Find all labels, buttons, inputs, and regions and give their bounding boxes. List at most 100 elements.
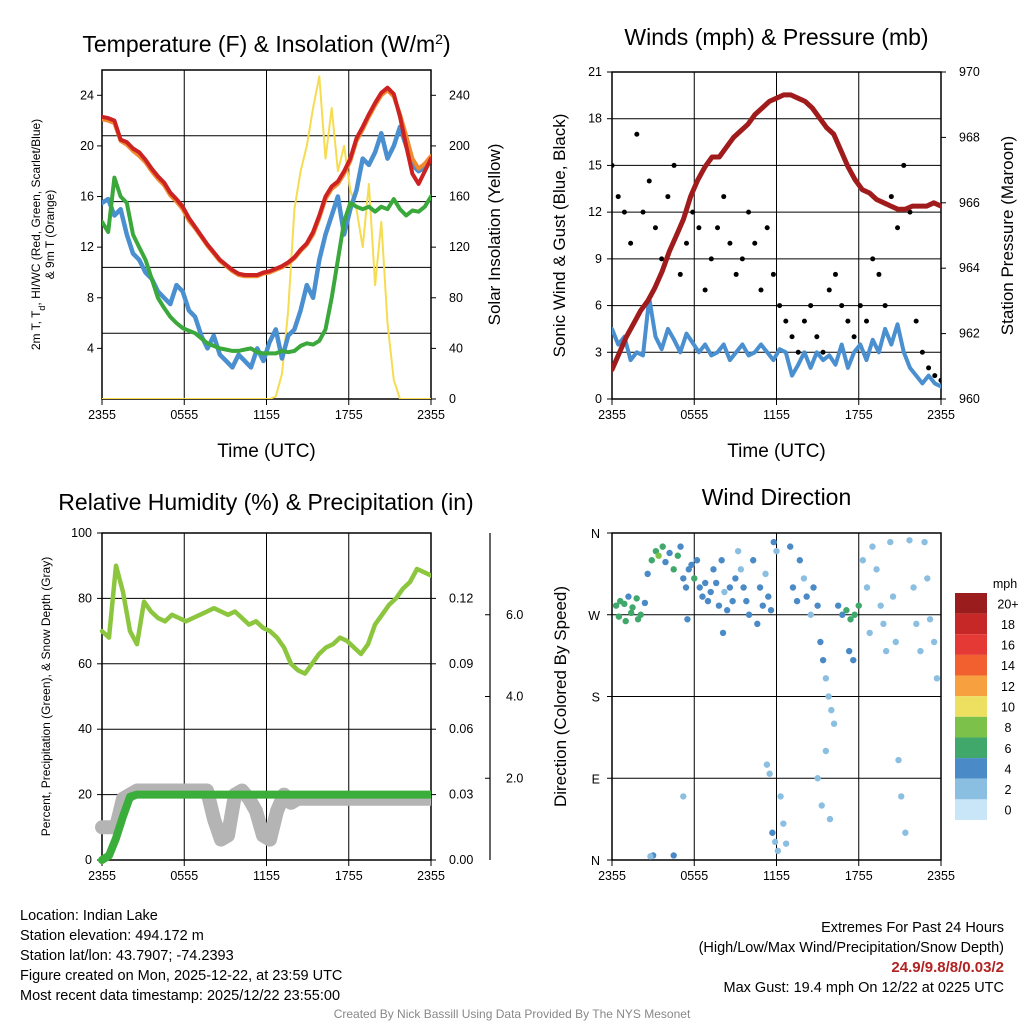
- precip-ytick-label: 0.06: [449, 722, 473, 736]
- direction-point: [641, 599, 649, 607]
- direction-point: [684, 616, 691, 623]
- direction-point: [743, 597, 750, 605]
- colorbar-label: 20+: [997, 597, 1018, 611]
- series-snow-depth: [95, 783, 431, 847]
- gust-point: [895, 225, 901, 231]
- direction-point: [659, 543, 666, 550]
- temperature-xtick-label: 1155: [253, 408, 280, 422]
- direction-point: [732, 575, 739, 582]
- gust-point: [777, 303, 783, 309]
- temperature-ytick-right-label: 0: [449, 392, 456, 406]
- winds-ytick-right-label: 970: [959, 65, 980, 79]
- temperature-ytick-label: 16: [80, 190, 94, 204]
- direction-point: [710, 566, 717, 573]
- temperature-title-sup: 2: [435, 31, 443, 47]
- direction-point: [889, 593, 897, 600]
- direction-point: [902, 829, 909, 836]
- colorbar-swatch: [955, 737, 987, 759]
- direction-point: [621, 600, 628, 608]
- direction-point: [670, 852, 677, 859]
- direction-point: [749, 557, 757, 564]
- direction-point: [807, 611, 814, 618]
- precip-ytick-label: 0.03: [449, 788, 473, 802]
- winds-xlabel: Time (UTC): [727, 441, 826, 462]
- direction-point: [819, 656, 827, 664]
- temperature-ytick-right-label: 80: [449, 291, 463, 305]
- direction-point: [895, 756, 902, 764]
- humidity-ytick-label: 60: [78, 657, 92, 671]
- humidity-series: [95, 563, 431, 864]
- gust-point: [789, 334, 795, 340]
- direction-point: [737, 566, 745, 573]
- direction-point: [612, 602, 620, 609]
- direction-point: [839, 611, 846, 618]
- gust-point: [820, 349, 826, 355]
- direction-point: [906, 537, 913, 544]
- gust-point: [839, 303, 845, 309]
- direction-point: [721, 588, 728, 596]
- gust-point: [727, 240, 733, 246]
- station-info: Location: Indian Lake Station elevation:…: [20, 906, 342, 1006]
- extremes-legend: (High/Low/Max Wind/Precipitation/Snow De…: [698, 940, 1004, 956]
- extremes-values: 24.9/9.8/8/0.03/2: [891, 959, 1004, 976]
- direction-point: [818, 802, 825, 809]
- gust-point: [721, 194, 727, 200]
- direction-point: [767, 607, 775, 614]
- gust-point: [615, 194, 621, 200]
- direction-point: [625, 593, 632, 600]
- humidity-xtick-label: 2355: [417, 869, 445, 883]
- gust-point: [646, 178, 652, 184]
- winds-xtick-label: 1755: [845, 408, 873, 422]
- wind-direction-title: Wind Direction: [702, 484, 852, 510]
- direction-point: [869, 543, 876, 550]
- direction-point: [825, 693, 832, 700]
- solar-ylabel: Solar Insolation (Yellow): [485, 144, 504, 326]
- latlon-text: Station lat/lon: 43.7907; -74.2393: [20, 948, 234, 964]
- direction-point: [834, 602, 842, 609]
- gust-point: [621, 209, 627, 215]
- winds-ytick-label: 21: [588, 65, 602, 79]
- direction-point: [707, 588, 714, 596]
- humidity-ytick-label: 40: [78, 722, 92, 736]
- temperature-ytick-label: 4: [87, 341, 94, 355]
- temperature-ytick-right-label: 240: [449, 88, 470, 102]
- gust-point: [612, 162, 615, 168]
- direction-point: [822, 747, 830, 755]
- wind-direction-xtick-label: 2355: [927, 869, 955, 883]
- temperature-ylabel-line2: & 9m T (Orange): [43, 190, 57, 280]
- direction-point: [670, 566, 677, 573]
- temperature-ylabel-sub: d: [37, 306, 47, 311]
- winds-ytick-label: 18: [588, 112, 602, 126]
- gust-point: [752, 240, 758, 246]
- direction-point: [622, 617, 629, 625]
- gust-point: [677, 271, 683, 277]
- direction-point: [696, 584, 703, 591]
- direction-point: [817, 638, 824, 646]
- direction-point: [662, 558, 669, 566]
- series-gust: [612, 131, 941, 383]
- gust-point: [913, 318, 919, 324]
- wind-direction-xtick-label: 0555: [680, 869, 708, 883]
- direction-point: [863, 584, 871, 591]
- gust-point: [783, 318, 789, 324]
- wind-direction-xtick-label: 2355: [598, 869, 626, 883]
- wind-direction-xtick-label: 1155: [763, 869, 790, 883]
- direction-point: [688, 561, 695, 568]
- direction-point: [691, 575, 698, 582]
- wind-direction-ytick-label: W: [588, 609, 600, 623]
- direction-point: [843, 607, 850, 614]
- gust-point: [652, 225, 658, 231]
- humidity-ytick-label: 100: [71, 526, 92, 540]
- direction-point: [740, 584, 747, 591]
- winds-ytick-label: 6: [595, 299, 602, 313]
- direction-point: [615, 613, 623, 620]
- colorbar-swatch: [955, 675, 987, 697]
- winds-ytick-label: 12: [588, 205, 602, 219]
- direction-point: [633, 595, 640, 602]
- colorbar-swatch: [955, 716, 987, 738]
- gust-point: [926, 365, 932, 371]
- colorbar-swatch: [955, 613, 987, 635]
- direction-point: [644, 570, 651, 578]
- direction-point: [789, 584, 797, 591]
- direction-point: [762, 570, 769, 578]
